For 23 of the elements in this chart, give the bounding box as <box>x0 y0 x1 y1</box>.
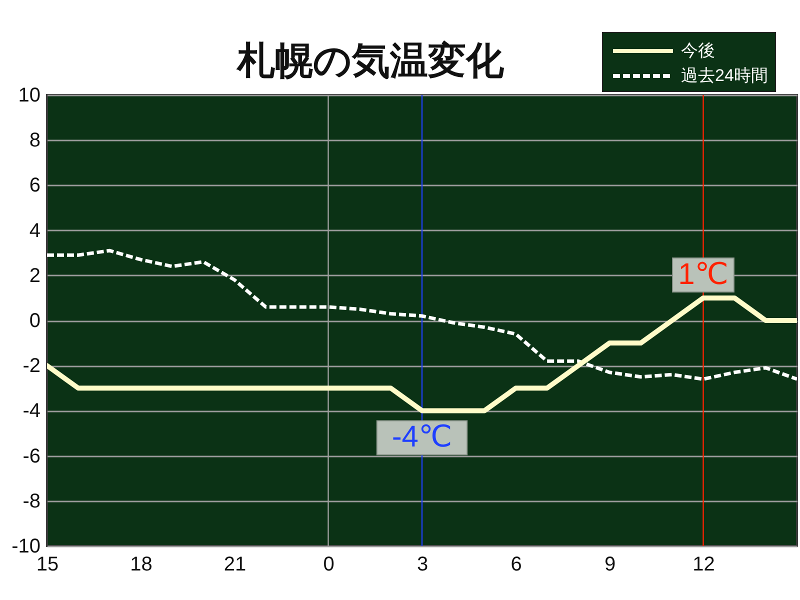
annotation: -4℃ <box>392 420 452 454</box>
y-tick-label: 2 <box>29 264 40 287</box>
x-tick-label: 0 <box>323 554 334 576</box>
line-series <box>47 248 797 381</box>
y-tick-label: -2 <box>22 355 40 378</box>
legend-label: 今後 <box>681 41 715 60</box>
chart-title: 札幌の気温変化 <box>236 40 505 82</box>
y-tick-label: -8 <box>22 490 40 512</box>
y-tick-label: -4 <box>22 400 40 422</box>
y-tick-label: 6 <box>29 174 40 197</box>
y-tick-label: 8 <box>29 130 40 152</box>
legend-label: 過去24時間 <box>681 66 768 85</box>
annotation: 1℃ <box>678 258 728 291</box>
x-tick-label: 21 <box>224 554 246 576</box>
y-tick-label: 0 <box>29 310 40 332</box>
x-tick-label: 12 <box>692 554 715 576</box>
x-tick-label: 9 <box>604 554 616 576</box>
x-tick-label: 18 <box>130 554 152 576</box>
y-tick-label: 10 <box>18 84 40 106</box>
y-tick-label: -6 <box>22 445 40 468</box>
x-tick-label: 6 <box>510 554 522 576</box>
x-tick-label: 3 <box>416 554 428 576</box>
y-tick-label: 4 <box>29 220 40 242</box>
